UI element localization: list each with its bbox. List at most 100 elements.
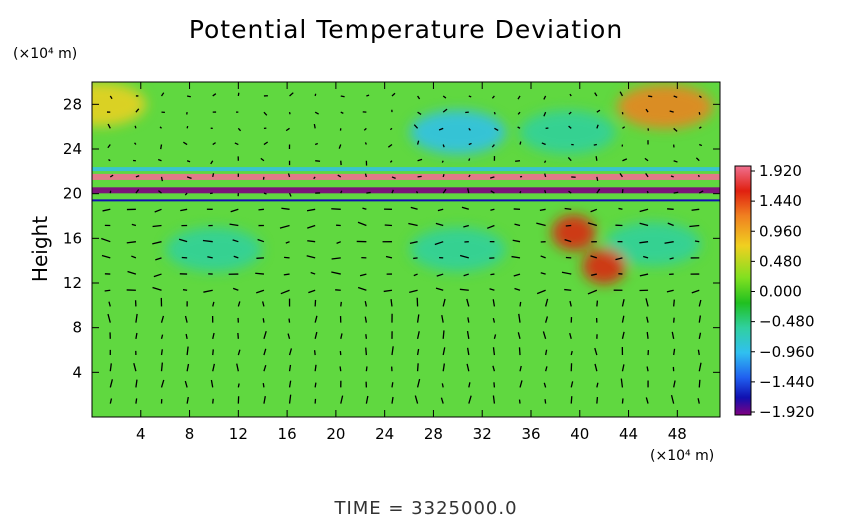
wind-vector	[459, 254, 469, 259]
wind-vector	[338, 144, 342, 149]
wind-vector	[615, 257, 623, 261]
wind-vector	[186, 346, 189, 356]
wind-vector	[596, 176, 599, 182]
wind-vector	[490, 190, 495, 194]
wind-vector	[490, 273, 495, 276]
wind-vector	[383, 289, 393, 293]
wind-vector	[689, 224, 700, 228]
x-tick-label: 20	[326, 425, 345, 443]
plot-frame	[91, 81, 721, 418]
wind-vector	[697, 174, 700, 178]
wind-vector	[288, 364, 292, 372]
wind-vector	[160, 334, 164, 339]
tropopause-band	[92, 173, 720, 180]
wind-vector	[109, 379, 114, 388]
wind-vector	[262, 318, 265, 323]
wind-vector	[667, 222, 674, 227]
wind-vector	[135, 189, 140, 194]
wind-vector	[544, 349, 548, 356]
wind-vector	[492, 317, 496, 323]
wind-vector	[468, 158, 471, 161]
wind-vector	[489, 288, 495, 291]
wind-vector	[364, 316, 368, 323]
colorbar-label: 0.000	[759, 283, 802, 301]
wind-vector	[101, 237, 111, 243]
wind-vector	[673, 95, 678, 98]
wind-vector	[544, 190, 547, 194]
y-tick-label: 24	[63, 140, 82, 158]
wind-vector	[669, 110, 674, 113]
wind-vector	[491, 144, 495, 148]
wind-vector	[518, 313, 521, 323]
wind-vector	[434, 241, 444, 246]
wind-vector	[544, 399, 547, 404]
wind-vector	[594, 347, 598, 356]
wind-vector	[645, 108, 649, 113]
wind-vector	[564, 207, 572, 210]
wind-vector	[127, 270, 137, 275]
colorbar-label: 0.480	[759, 252, 802, 270]
wind-vector	[237, 92, 240, 97]
wind-vector	[518, 399, 521, 404]
wind-vector	[561, 271, 572, 275]
wind-vector	[691, 208, 700, 211]
wind-vector	[160, 144, 163, 150]
wind-vector	[288, 192, 292, 197]
wind-vector	[618, 207, 623, 210]
wind-vector	[362, 207, 367, 210]
wind-vector	[263, 111, 268, 116]
x-tick-label: 44	[619, 425, 638, 443]
wind-vector	[237, 127, 242, 132]
wind-vector	[442, 144, 445, 148]
wind-vector	[159, 126, 162, 129]
wind-vector	[363, 127, 367, 131]
wind-vector	[212, 93, 217, 97]
wind-vector	[442, 95, 447, 99]
wind-vector	[340, 111, 344, 114]
wind-vector	[109, 363, 112, 372]
colorbar-label: −0.480	[759, 313, 815, 331]
wind-vector	[596, 382, 599, 388]
wind-vector	[565, 224, 572, 227]
wind-vector	[109, 398, 113, 404]
wind-vector	[416, 314, 420, 323]
wind-vector	[178, 238, 188, 243]
wind-vector	[645, 173, 649, 178]
y-tick-label: 28	[63, 95, 82, 113]
wind-vector	[285, 241, 290, 244]
wind-vector	[203, 289, 213, 293]
field-anomaly	[604, 221, 701, 266]
x-tick-label: 28	[424, 425, 443, 443]
wind-vector	[365, 366, 368, 372]
wind-vector	[212, 398, 214, 404]
wind-vector	[698, 126, 702, 129]
wind-vector	[212, 301, 215, 307]
wind-vector	[519, 365, 522, 372]
wind-vector	[287, 173, 291, 178]
wind-vector	[622, 158, 628, 162]
wind-vector	[697, 398, 700, 404]
wind-vector	[415, 191, 419, 194]
wind-vector	[514, 287, 521, 291]
wind-vector	[695, 157, 700, 162]
wind-vector	[442, 188, 447, 194]
wind-vector	[596, 300, 599, 307]
wind-vector	[232, 239, 239, 243]
wind-vector	[186, 176, 192, 180]
wind-vector	[491, 95, 495, 99]
colorbar-label: 1.440	[759, 192, 802, 210]
y-tick-label: 8	[72, 319, 82, 337]
wind-vector	[514, 223, 521, 227]
wind-vector	[671, 331, 675, 339]
wind-vector	[494, 127, 499, 132]
wind-vector	[468, 174, 471, 178]
wind-vector	[258, 208, 265, 211]
wind-vector	[186, 95, 191, 98]
wind-vector	[468, 127, 471, 131]
wind-vector	[306, 255, 316, 259]
wind-vector	[263, 192, 267, 195]
wind-vector	[417, 175, 422, 178]
wind-vector	[409, 241, 418, 244]
wind-vector	[158, 190, 162, 194]
wind-vector	[492, 299, 496, 307]
